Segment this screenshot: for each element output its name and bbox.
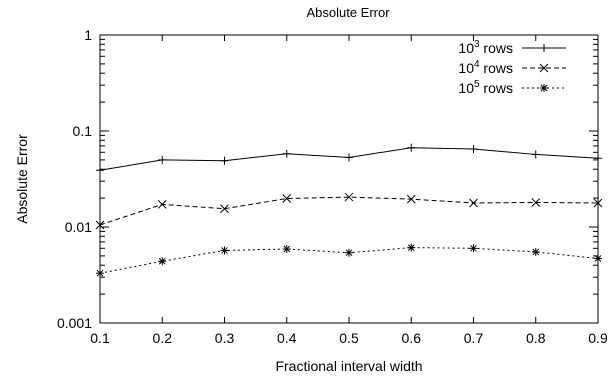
chart-title: Absolute Error bbox=[306, 5, 390, 20]
data-point bbox=[344, 192, 354, 202]
x-tick-label: 0.3 bbox=[215, 330, 235, 346]
data-point bbox=[540, 44, 548, 52]
legend-label-base: 10 bbox=[458, 60, 474, 76]
legend-entry-2: 104 rows bbox=[458, 59, 566, 76]
data-point bbox=[282, 194, 292, 203]
data-point bbox=[96, 269, 104, 278]
data-point bbox=[407, 243, 416, 252]
data-point bbox=[540, 84, 548, 92]
data-point bbox=[531, 247, 540, 256]
data-point bbox=[158, 257, 167, 266]
data-point bbox=[593, 198, 603, 208]
legend-entry-1: 103 rows bbox=[458, 39, 566, 56]
series-line bbox=[99, 196, 599, 226]
data-point bbox=[407, 143, 416, 152]
x-tick-label: 0.2 bbox=[153, 330, 173, 346]
x-tick-label: 0.9 bbox=[588, 330, 608, 346]
y-axis-label: Absolute Error bbox=[14, 134, 30, 224]
data-point bbox=[531, 198, 541, 207]
legend-label-suffix: rows bbox=[480, 40, 513, 56]
x-axis-label: Fractional interval width bbox=[275, 358, 422, 374]
series-lines bbox=[95, 143, 603, 278]
y-tick-label: 0.001 bbox=[57, 315, 92, 331]
x-tick-label: 0.6 bbox=[402, 330, 422, 346]
series-3 bbox=[96, 243, 602, 278]
legend-entry-3: 105 rows bbox=[458, 79, 566, 96]
legend-label-exponent: 4 bbox=[474, 59, 480, 70]
data-point bbox=[157, 200, 167, 209]
y-tick-label: 0.01 bbox=[65, 219, 92, 235]
series-2 bbox=[95, 192, 603, 230]
data-point bbox=[95, 220, 105, 230]
data-point bbox=[345, 248, 353, 257]
data-point bbox=[469, 144, 478, 153]
plot-frame bbox=[99, 34, 599, 324]
data-point bbox=[282, 244, 291, 253]
data-point bbox=[469, 244, 478, 253]
data-point bbox=[96, 166, 104, 175]
legend-label: 103 rows bbox=[458, 39, 513, 56]
legend-label-base: 10 bbox=[458, 40, 474, 56]
x-tick-label: 0.1 bbox=[90, 330, 110, 346]
data-point bbox=[158, 155, 167, 164]
data-point bbox=[220, 204, 229, 214]
data-point bbox=[282, 149, 291, 158]
y-tick-label: 0.1 bbox=[73, 123, 93, 139]
legend-label-suffix: rows bbox=[480, 60, 513, 76]
data-point bbox=[594, 254, 602, 263]
x-tick-label: 0.4 bbox=[277, 330, 297, 346]
series-1 bbox=[96, 143, 602, 175]
data-point bbox=[220, 246, 229, 255]
legend-label: 105 rows bbox=[458, 79, 513, 96]
legend-label: 104 rows bbox=[458, 59, 513, 76]
data-point bbox=[220, 156, 229, 165]
legend-label-exponent: 5 bbox=[474, 79, 480, 90]
data-point bbox=[594, 154, 602, 163]
legend-label-exponent: 3 bbox=[474, 39, 480, 50]
data-point bbox=[345, 153, 353, 162]
x-tick-label: 0.8 bbox=[526, 330, 546, 346]
x-tick-label: 0.7 bbox=[464, 330, 484, 346]
data-point bbox=[531, 150, 540, 159]
axis-ticks: 0.1 0.2 0.3 0.4 0.5 0.6 0.7 0.8 0.9 0.001 0.01 0.1 1 bbox=[57, 27, 608, 346]
y-tick-label: 1 bbox=[84, 27, 92, 43]
data-point bbox=[469, 198, 478, 208]
data-point bbox=[539, 63, 549, 73]
legend-label-base: 10 bbox=[458, 80, 474, 96]
x-tick-label: 0.5 bbox=[339, 330, 359, 346]
data-point bbox=[406, 194, 416, 204]
legend-label-suffix: rows bbox=[480, 80, 513, 96]
